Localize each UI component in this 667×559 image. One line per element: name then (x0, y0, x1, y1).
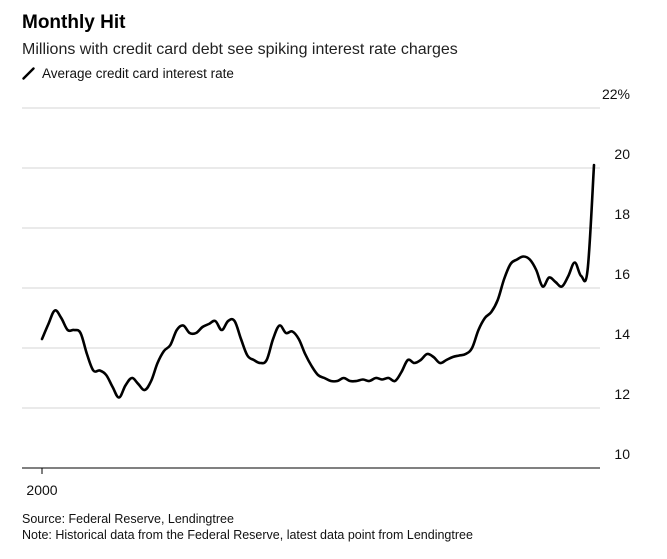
y-tick-label: 20 (614, 146, 630, 162)
y-tick-label: 16 (614, 266, 630, 282)
chart-subtitle: Millions with credit card debt see spiki… (22, 41, 458, 58)
x-tick-label: 2000 (26, 482, 57, 498)
y-tick-label: 14 (614, 326, 630, 342)
legend-label: Average credit card interest rate (42, 66, 234, 81)
y-tick-label: 18 (614, 206, 630, 222)
y-tick-label: 10 (614, 446, 630, 462)
y-tick-label: 12 (614, 386, 630, 402)
y-tick-label: 22% (602, 86, 630, 102)
source-note: Source: Federal Reserve, Lendingtree (22, 512, 234, 526)
footnote: Note: Historical data from the Federal R… (22, 528, 473, 542)
series-line (40, 163, 596, 399)
chart-title: Monthly Hit (22, 12, 126, 33)
legend-swatch (22, 67, 35, 80)
legend: Average credit card interest rate (22, 66, 234, 81)
